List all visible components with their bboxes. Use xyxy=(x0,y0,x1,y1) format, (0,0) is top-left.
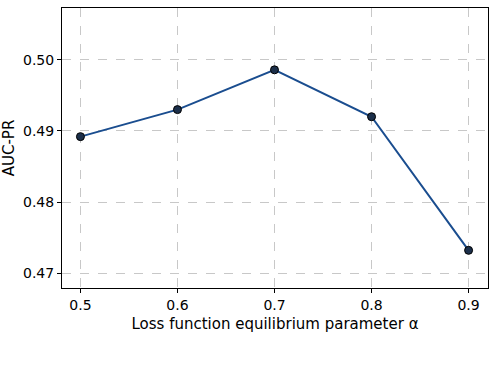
svg-text:0.50: 0.50 xyxy=(23,52,54,68)
svg-text:0.47: 0.47 xyxy=(23,265,54,281)
svg-text:Loss function equilibrium para: Loss function equilibrium parameter α xyxy=(131,315,418,333)
svg-text:0.48: 0.48 xyxy=(23,194,54,210)
svg-text:0.7: 0.7 xyxy=(263,297,285,313)
svg-text:0.6: 0.6 xyxy=(166,297,188,313)
svg-text:0.8: 0.8 xyxy=(360,297,382,313)
svg-text:0.9: 0.9 xyxy=(457,297,479,313)
svg-text:0.49: 0.49 xyxy=(23,123,54,139)
svg-text:AUC-PR: AUC-PR xyxy=(0,120,18,177)
svg-text:0.5: 0.5 xyxy=(69,297,91,313)
